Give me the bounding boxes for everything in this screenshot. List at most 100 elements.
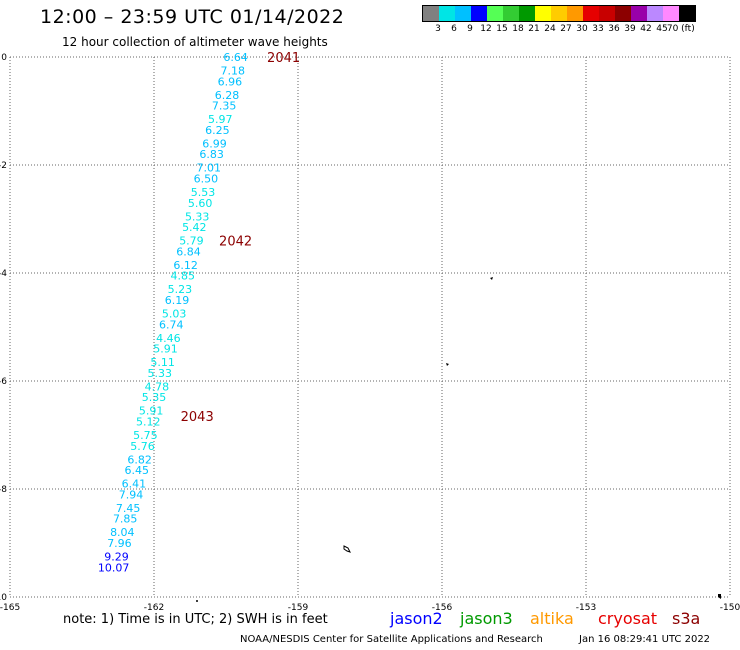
legend-label: 21 — [528, 24, 540, 34]
legend-swatch — [503, 6, 519, 21]
legend-labels: 3 6 9 12 15 18 21 24 27 30 33 36 39 42 45 70 (ft) — [422, 22, 696, 36]
timestamp-text: Jan 16 08:29:41 UTC 2022 — [579, 634, 711, 645]
altimeter-track: 6.647.186.966.287.355.976.256.996.837.01… — [98, 51, 248, 574]
legend-label: 27 — [560, 24, 572, 34]
pass-labels: 2041 2042 2043 — [181, 51, 300, 425]
map-subtitle: 12 hour collection of altimeter wave hei… — [62, 35, 328, 49]
legend-swatch — [631, 6, 647, 21]
wave-height-value: 4.46 — [156, 332, 181, 345]
wave-height-value: 6.64 — [223, 51, 248, 64]
wave-height-value: 5.60 — [188, 197, 213, 210]
legend-label: 42 — [640, 24, 652, 34]
legend-label: 9 — [467, 24, 473, 34]
island-marker — [718, 594, 721, 599]
pass-label: 2041 — [267, 51, 300, 66]
legend-label: 39 — [624, 24, 636, 34]
legend-label: 15 — [496, 24, 508, 34]
y-tick-label: -6 — [0, 377, 7, 387]
legend-swatch — [647, 6, 663, 21]
island-marker — [446, 363, 449, 366]
wave-height-value: 6.83 — [199, 148, 224, 161]
wave-height-value: 5.91 — [139, 405, 164, 418]
y-tick-label: -8 — [0, 485, 7, 495]
pass-label: 2043 — [181, 410, 214, 425]
wave-height-value: 10.07 — [98, 561, 130, 574]
y-tick-label: -2 — [0, 161, 7, 171]
legend-swatch — [551, 6, 567, 21]
wave-height-value: 9.29 — [104, 551, 129, 564]
y-tick-label: -4 — [0, 269, 7, 279]
legend-swatch — [663, 6, 679, 21]
satellite-name: s3a — [672, 609, 701, 628]
wave-height-value: 5.53 — [191, 186, 216, 199]
legend-swatch — [423, 6, 439, 21]
wave-height-map: -165 -162 -159 -156 -153 -150 0 -2 -4 -6 -8 -10 6.6… — [0, 51, 740, 612]
wave-height-value: 5.75 — [133, 429, 158, 442]
legend-swatch — [599, 6, 615, 21]
legend-swatch — [583, 6, 599, 21]
wave-height-value: 7.45 — [116, 502, 141, 515]
wave-height-value: 6.25 — [205, 124, 230, 137]
map-title: 12:00 – 23:59 UTC 01/14/2022 — [40, 6, 345, 28]
wave-height-value: 5.97 — [208, 113, 233, 126]
legend-label: 36 — [608, 24, 620, 34]
wave-height-value: 7.01 — [196, 162, 221, 175]
satellite-name: jason2 — [390, 609, 443, 628]
wave-height-value: 5.79 — [179, 235, 204, 248]
wave-height-value: 6.99 — [202, 137, 227, 150]
islands — [196, 277, 721, 602]
x-tick-label: -156 — [432, 603, 453, 612]
satellite-name: cryosat — [598, 609, 658, 628]
x-tick-label: -165 — [0, 603, 20, 612]
legend-swatch — [567, 6, 583, 21]
wave-height-value: 7.18 — [220, 65, 245, 78]
wave-height-value: 7.94 — [119, 488, 144, 501]
wave-height-value: 6.74 — [159, 318, 184, 331]
wave-height-value: 6.82 — [127, 453, 152, 466]
map-grid — [9, 56, 731, 598]
wave-height-value: 5.42 — [182, 221, 207, 234]
legend-label: 45 — [656, 24, 668, 34]
island-marker — [343, 545, 351, 553]
wave-height-value: 7.96 — [107, 537, 132, 550]
wave-height-value: 8.04 — [110, 526, 135, 539]
island-marker — [196, 600, 198, 602]
x-tick-label: -150 — [720, 603, 740, 612]
wave-height-value: 6.19 — [165, 294, 190, 307]
wave-height-value: 5.33 — [148, 367, 173, 380]
legend-label: 3 — [435, 24, 441, 34]
legend-swatch — [679, 6, 695, 21]
y-tick-label: -10 — [0, 593, 7, 603]
wave-height-value: 6.50 — [194, 173, 219, 186]
wave-height-value: 5.33 — [185, 210, 210, 223]
wave-height-value: 4.85 — [171, 270, 196, 283]
wave-height-value: 7.85 — [113, 513, 138, 526]
footer-note: note: 1) Time is in UTC; 2) SWH is in fe… — [63, 612, 328, 627]
legend-label: 33 — [592, 24, 604, 34]
wave-height-value: 6.45 — [124, 464, 149, 477]
legend-swatch — [615, 6, 631, 21]
legend-swatch — [519, 6, 535, 21]
island-marker — [490, 277, 493, 280]
wave-height-value: 5.03 — [162, 308, 187, 321]
legend-swatch — [439, 6, 455, 21]
wave-height-value: 5.76 — [130, 440, 155, 453]
legend-swatch — [535, 6, 551, 21]
legend-label: 30 — [576, 24, 588, 34]
wave-height-value: 5.11 — [150, 356, 175, 369]
wave-height-value: 6.28 — [215, 89, 240, 102]
legend-swatch — [455, 6, 471, 21]
wave-height-value: 5.12 — [136, 416, 161, 429]
legend-label: 70 (ft) — [666, 24, 695, 34]
wave-height-value: 6.96 — [218, 75, 243, 88]
wave-height-value: 5.23 — [168, 283, 193, 296]
x-tick-label: -153 — [576, 603, 596, 612]
wave-height-value: 5.91 — [153, 343, 178, 356]
satellite-name: jason3 — [460, 609, 513, 628]
axis-tick-labels: -165 -162 -159 -156 -153 -150 0 -2 -4 -6 -8 -10 — [0, 53, 740, 612]
satellite-name: altika — [530, 609, 574, 628]
credit-text: NOAA/NESDIS Center for Satellite Applica… — [240, 634, 543, 645]
wave-height-value: 6.41 — [122, 478, 147, 491]
legend-label: 12 — [480, 24, 492, 34]
x-tick-label: -159 — [288, 603, 309, 612]
